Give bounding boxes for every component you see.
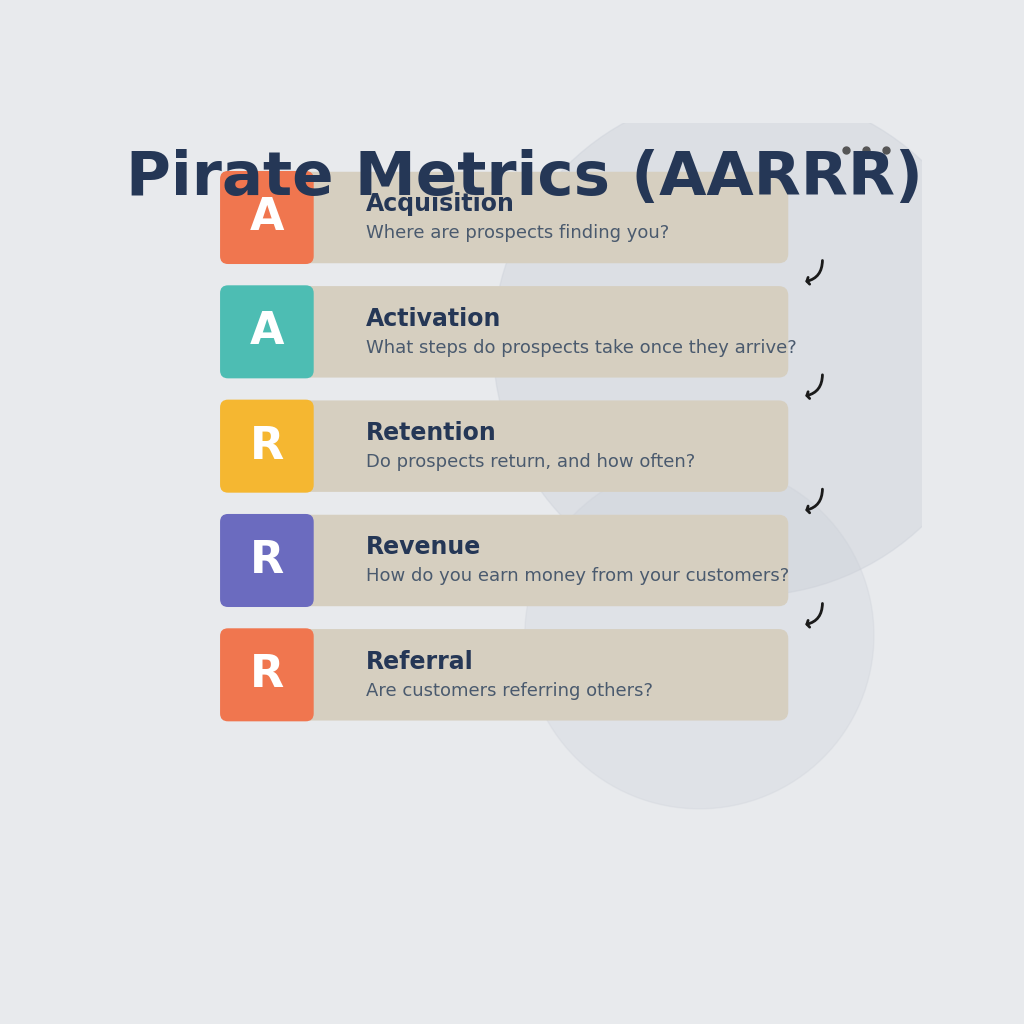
FancyBboxPatch shape (220, 514, 313, 607)
Text: Do prospects return, and how often?: Do prospects return, and how often? (367, 453, 695, 471)
FancyBboxPatch shape (293, 515, 788, 606)
FancyBboxPatch shape (293, 629, 788, 721)
FancyBboxPatch shape (270, 408, 306, 443)
Text: A: A (250, 310, 284, 353)
Circle shape (524, 462, 873, 809)
Text: R: R (250, 653, 284, 696)
Text: R: R (250, 425, 284, 468)
FancyBboxPatch shape (270, 178, 306, 214)
Text: Are customers referring others?: Are customers referring others? (367, 682, 653, 699)
Text: Where are prospects finding you?: Where are prospects finding you? (367, 224, 670, 243)
Text: A: A (250, 196, 284, 239)
Text: What steps do prospects take once they arrive?: What steps do prospects take once they a… (367, 339, 797, 356)
Text: Retention: Retention (367, 421, 497, 445)
FancyBboxPatch shape (220, 629, 313, 721)
Text: How do you earn money from your customers?: How do you earn money from your customer… (367, 567, 790, 586)
FancyBboxPatch shape (293, 400, 788, 492)
Text: Revenue: Revenue (367, 536, 481, 559)
FancyBboxPatch shape (220, 399, 313, 493)
FancyBboxPatch shape (293, 172, 788, 263)
FancyBboxPatch shape (220, 286, 313, 378)
Text: Referral: Referral (367, 650, 474, 674)
FancyBboxPatch shape (270, 521, 306, 557)
Text: Activation: Activation (367, 307, 502, 331)
FancyBboxPatch shape (293, 286, 788, 378)
FancyBboxPatch shape (270, 636, 306, 672)
FancyBboxPatch shape (220, 171, 313, 264)
Text: R: R (250, 539, 284, 582)
Text: Pirate Metrics (AARRR): Pirate Metrics (AARRR) (126, 148, 924, 208)
Text: Acquisition: Acquisition (367, 193, 515, 216)
Circle shape (494, 91, 1001, 596)
FancyBboxPatch shape (270, 293, 306, 329)
